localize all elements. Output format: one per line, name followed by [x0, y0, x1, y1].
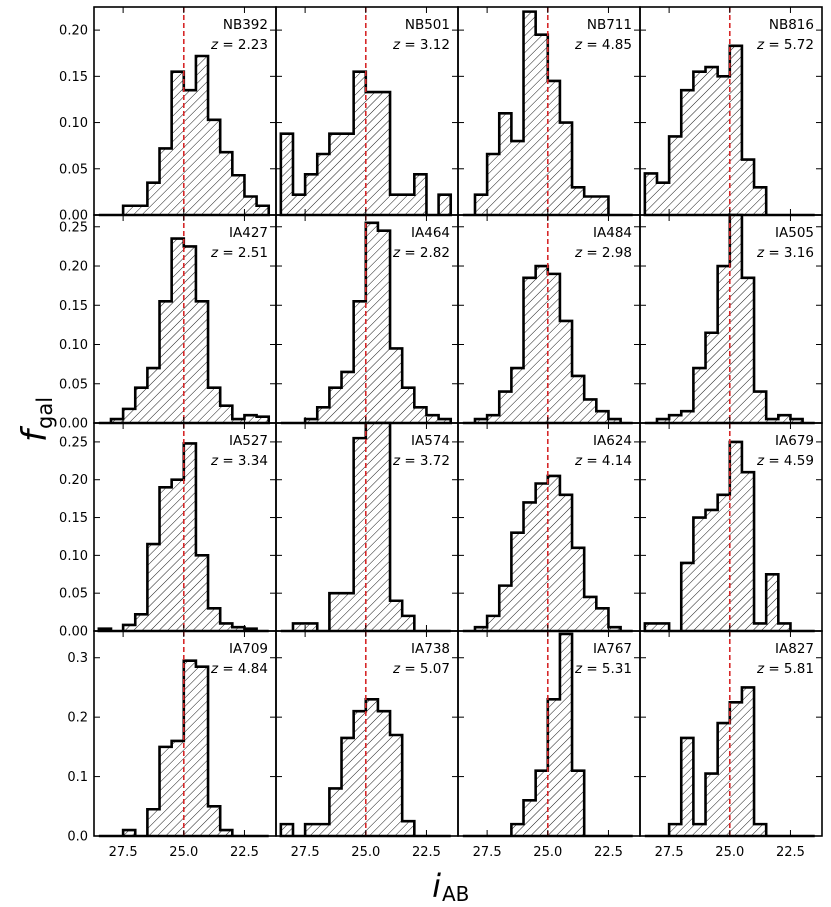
x-tick-label: 27.5	[473, 845, 502, 860]
y-tick-label: 0.10	[59, 338, 88, 353]
y-tick-label: 0.15	[59, 511, 88, 526]
filter-label: NB816	[769, 17, 814, 33]
histogram-ia709	[98, 659, 269, 838]
redshift-label: z = 2.23	[210, 37, 268, 53]
x-tick-label: 27.5	[655, 845, 684, 860]
y-tick-label: 0.05	[59, 587, 88, 602]
filter-label: IA827	[775, 641, 814, 657]
y-tick-label: 0.25	[59, 220, 88, 235]
redshift-label: z = 2.82	[392, 245, 450, 261]
panel-ia679: IA679 z = 4.59	[639, 422, 823, 633]
redshift-label: z = 5.81	[756, 661, 814, 677]
y-tick-label: 0.25	[59, 435, 88, 450]
x-tick-label: 22.5	[594, 845, 623, 860]
x-tick-label: 22.5	[230, 845, 259, 860]
redshift-label: z = 3.72	[392, 453, 450, 469]
filter-label: IA709	[229, 641, 268, 657]
filter-label: IA484	[593, 225, 632, 241]
panel-ia505: IA505 z = 3.16	[639, 213, 823, 425]
y-tick-label: 0.05	[59, 377, 88, 392]
filter-label: IA464	[411, 225, 450, 241]
x-axis-label-subscript: AB	[442, 882, 469, 906]
panel-nb392: 0.00 0.05 0.10 0.15 0.20 NB392 z = 2.23	[59, 6, 277, 224]
y-tick-label: 0.00	[59, 625, 88, 640]
redshift-label: z = 4.85	[574, 37, 632, 53]
y-tick-label: 0.00	[59, 417, 88, 432]
y-tick-label: 0.0	[67, 830, 88, 845]
panel-ia738: 27.5 25.0 22.5 IA738 z = 5.07	[275, 630, 459, 860]
y-tick-label: 0.00	[59, 209, 88, 224]
y-tick-label: 0.20	[59, 473, 88, 488]
y-axis-label-subscript: gal	[33, 397, 57, 429]
filter-label: IA738	[411, 641, 450, 657]
panel-ia827: 27.5 25.0 22.5 IA827 z = 5.81	[639, 630, 823, 860]
y-tick-label: 0.1	[67, 770, 88, 785]
y-axis-title-group: f gal	[15, 397, 57, 442]
filter-label: IA679	[775, 433, 814, 449]
y-tick-label: 0.05	[59, 162, 88, 177]
filter-label: NB501	[405, 17, 450, 33]
y-tick-label: 0.2	[67, 711, 88, 726]
panel-ia767: 27.5 25.0 22.5 IA767 z = 5.31	[457, 630, 641, 860]
redshift-label: z = 2.51	[210, 245, 268, 261]
y-tick-label: 0.10	[59, 116, 88, 131]
panel-nb501: NB501 z = 3.12	[275, 6, 459, 217]
panel-ia574: IA574 z = 3.72	[275, 421, 459, 633]
filter-label: IA574	[411, 433, 450, 449]
panel-ia527: 0.00 0.05 0.10 0.15 0.20 0.25 IA527 z = 3.34	[59, 422, 277, 640]
x-tick-label: 25.0	[533, 845, 562, 860]
y-tick-label: 0.15	[59, 299, 88, 314]
panel-frame	[639, 630, 823, 837]
x-tick-label: 27.5	[291, 845, 320, 860]
redshift-label: z = 5.07	[392, 661, 450, 677]
y-tick-label: 0.10	[59, 549, 88, 564]
filter-label: IA767	[593, 641, 632, 657]
redshift-label: z = 3.12	[392, 37, 450, 53]
filter-label: IA427	[229, 225, 268, 241]
filter-label: NB711	[587, 17, 632, 33]
filter-label: IA624	[593, 433, 632, 449]
panels-layer: 0.00 0.05 0.10 0.15 0.20 NB392 z = 2.23 NB501 z …	[59, 6, 823, 860]
x-axis-label: i	[432, 867, 441, 905]
x-tick-label: 27.5	[109, 845, 138, 860]
redshift-label: z = 5.72	[756, 37, 814, 53]
y-tick-label: 0.20	[59, 24, 88, 39]
y-tick-label: 0.20	[59, 260, 88, 275]
redshift-label: z = 3.16	[756, 245, 814, 261]
x-tick-label: 25.0	[169, 845, 198, 860]
redshift-label: z = 4.84	[210, 661, 268, 677]
y-tick-label: 0.3	[67, 651, 88, 666]
redshift-label: z = 4.14	[574, 453, 632, 469]
filter-label: IA505	[775, 225, 814, 241]
x-tick-label: 22.5	[776, 845, 805, 860]
panel-nb816: NB816 z = 5.72	[639, 6, 823, 217]
panel-ia427: 0.00 0.05 0.10 0.15 0.20 0.25 IA427 z = 2.51	[59, 214, 277, 432]
y-tick-label: 0.15	[59, 70, 88, 85]
panel-ia464: IA464 z = 2.82	[275, 214, 459, 425]
panel-nb711: NB711 z = 4.85	[457, 6, 641, 217]
x-tick-label: 22.5	[412, 845, 441, 860]
redshift-label: z = 2.98	[574, 245, 632, 261]
panel-ia709: 27.5 25.0 22.5 0.0 0.1 0.2 0.3 IA709 z = 4.84	[67, 630, 277, 860]
filter-label: NB392	[223, 17, 268, 33]
panel-ia624: IA624 z = 4.14	[457, 422, 641, 633]
redshift-label: z = 3.34	[210, 453, 268, 469]
panel-ia484: IA484 z = 2.98	[457, 214, 641, 425]
redshift-label: z = 5.31	[574, 661, 632, 677]
x-tick-label: 25.0	[351, 845, 380, 860]
redshift-label: z = 4.59	[756, 453, 814, 469]
filter-label: IA527	[229, 433, 268, 449]
x-tick-label: 25.0	[715, 845, 744, 860]
